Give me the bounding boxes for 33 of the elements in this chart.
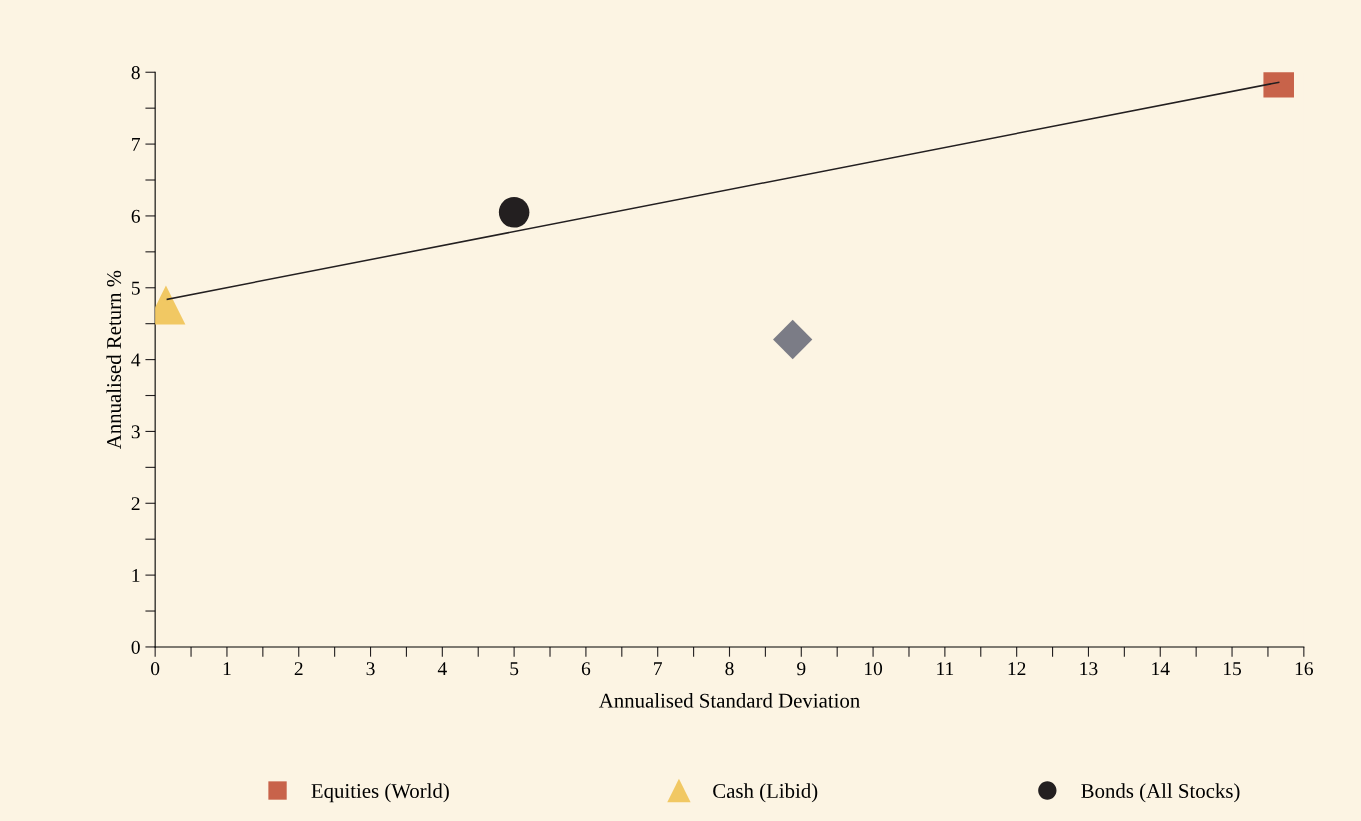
x-tick-label: 13 [1080, 662, 1098, 676]
x-tick-label: 5 [510, 662, 519, 676]
x-tick-label: 3 [366, 662, 375, 676]
x-tick-label: 1 [223, 662, 231, 676]
y-tick-label: 5 [131, 281, 140, 295]
x-tick-label: 4 [437, 662, 447, 676]
y-tick-label: 0 [131, 640, 140, 654]
x-axis-title: Annualised Standard Deviation [598, 693, 860, 708]
y-tick-label: 6 [131, 209, 140, 223]
y-tick-label: 2 [131, 497, 140, 511]
y-tick-label: 3 [131, 425, 140, 439]
y-axis-title: Annualised Return % [106, 270, 122, 450]
point [498, 197, 530, 228]
point [773, 319, 813, 360]
y-tick-label: 1 [132, 569, 140, 582]
x-tick-label: 2 [294, 662, 303, 676]
y-tick-label: 8 [131, 66, 140, 80]
legend-label: Bonds (All Stocks) [1081, 783, 1240, 803]
y-tick-label: 4 [131, 353, 141, 367]
legend-label: Cash (Libid) [713, 783, 818, 803]
x-tick-label: 16 [1295, 662, 1313, 676]
x-tick-label: 11 [937, 662, 954, 676]
legend-label: Equities (World) [311, 783, 449, 803]
x-tick-label: 0 [151, 662, 160, 676]
x-tick-label: 9 [797, 662, 806, 676]
x-tick-label: 8 [725, 662, 734, 676]
x-tick-label: 15 [1224, 662, 1242, 676]
x-tick-label: 6 [581, 662, 591, 676]
x-tick-label: 10 [865, 662, 883, 676]
x-tick-label: 7 [654, 662, 663, 676]
x-tick-label: 12 [1008, 662, 1026, 676]
y-tick-label: 7 [132, 138, 141, 151]
x-tick-label: 14 [1152, 662, 1170, 676]
